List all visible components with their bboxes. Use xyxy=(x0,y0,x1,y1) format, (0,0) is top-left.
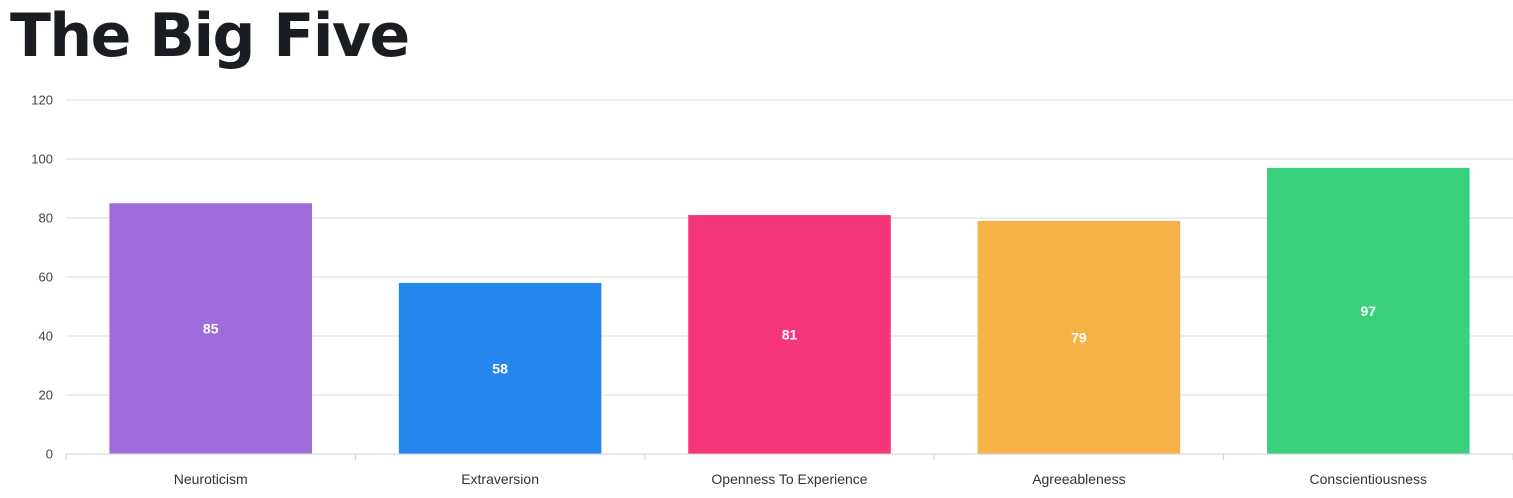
bar[interactable] xyxy=(1267,167,1470,454)
y-tick-label: 40 xyxy=(39,329,53,344)
y-axis: 0 20 40 60 80 100 120 xyxy=(31,93,53,462)
page-title: The Big Five xyxy=(10,1,410,71)
y-tick-label: 0 xyxy=(46,447,53,462)
data-label: 58 xyxy=(492,360,508,376)
bars: 85 58 81 79 97 xyxy=(109,167,1470,454)
bar[interactable] xyxy=(977,220,1181,454)
bar[interactable] xyxy=(109,203,312,454)
y-tick-label: 100 xyxy=(31,152,53,167)
y-tick-label: 60 xyxy=(39,270,53,285)
y-tick-label: 80 xyxy=(39,211,53,226)
data-label: 97 xyxy=(1361,303,1377,319)
x-tick-label: Neuroticism xyxy=(174,471,248,487)
data-label: 85 xyxy=(203,321,219,337)
x-axis: Neuroticism Extraversion Openness To Exper… xyxy=(65,453,1513,487)
data-label: 81 xyxy=(782,327,798,343)
bar[interactable] xyxy=(398,282,602,454)
bar[interactable] xyxy=(688,215,891,454)
x-tick-label: Extraversion xyxy=(461,471,539,487)
y-tick-label: 20 xyxy=(39,388,53,403)
x-tick-label: Openness To Experience xyxy=(711,471,867,487)
y-tick-label: 120 xyxy=(31,93,53,108)
x-tick-label: Agreeableness xyxy=(1032,471,1125,487)
data-label: 79 xyxy=(1071,329,1087,345)
x-tick-label: Conscientiousness xyxy=(1310,471,1428,487)
